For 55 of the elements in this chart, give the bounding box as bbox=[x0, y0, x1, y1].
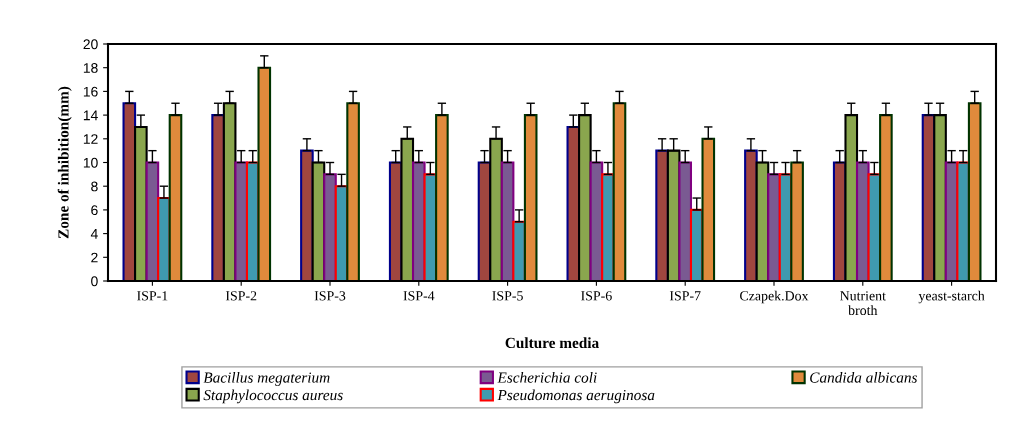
bar bbox=[157, 197, 171, 281]
x-tick-label: Czapek.Dox bbox=[740, 290, 809, 304]
x-tick-label: ISP-1 bbox=[137, 291, 168, 301]
bar bbox=[168, 114, 183, 281]
bar bbox=[612, 102, 627, 281]
y-tick-label: 0 bbox=[91, 276, 98, 287]
bar bbox=[601, 173, 615, 281]
bar bbox=[744, 149, 758, 281]
legend-label: Pseudomonas aeruginosa bbox=[497, 389, 655, 404]
x-axis-title: Culture media bbox=[505, 337, 599, 349]
bar bbox=[346, 102, 360, 281]
x-tick-label: ISP-4 bbox=[403, 291, 435, 301]
bar bbox=[234, 161, 249, 281]
bar bbox=[323, 173, 337, 281]
x-tick-label: ISP-5 bbox=[492, 291, 523, 301]
y-tick-label: 20 bbox=[83, 39, 98, 50]
bar bbox=[500, 161, 515, 281]
y-axis-title: Zone of inhibition(mm) bbox=[57, 86, 72, 239]
y-tick-label: 18 bbox=[83, 63, 98, 73]
y-tick-label: 10 bbox=[83, 157, 98, 168]
bar bbox=[411, 161, 426, 281]
bar bbox=[435, 114, 449, 281]
bar bbox=[523, 114, 538, 281]
x-tick-label: ISP-3 bbox=[314, 291, 346, 301]
bar bbox=[767, 173, 781, 281]
bar bbox=[967, 102, 982, 281]
bar bbox=[300, 149, 314, 281]
legend-label: Bacillus megaterium bbox=[203, 371, 330, 386]
x-tick-label: Nutrient broth bbox=[840, 291, 886, 316]
legend-label: Candida albicans bbox=[810, 371, 918, 383]
y-tick-label: 8 bbox=[91, 181, 98, 192]
bar bbox=[655, 149, 669, 281]
x-tick-label: yeast-starch bbox=[918, 290, 985, 304]
bar bbox=[701, 137, 716, 281]
x-tick-label: ISP-2 bbox=[225, 291, 257, 301]
legend-label: Escherichia coli bbox=[497, 371, 597, 383]
bar bbox=[566, 125, 581, 281]
bar bbox=[257, 66, 272, 281]
x-tick-label: ISP-7 bbox=[669, 291, 701, 301]
bar bbox=[956, 161, 970, 281]
y-tick-label: 2 bbox=[91, 252, 98, 263]
bar bbox=[879, 114, 893, 281]
y-tick-label: 12 bbox=[83, 134, 98, 144]
bar bbox=[678, 161, 693, 281]
bar bbox=[855, 161, 870, 281]
bar bbox=[512, 220, 526, 281]
x-tick-label: ISP-6 bbox=[581, 291, 612, 301]
bar bbox=[211, 114, 225, 281]
y-tick-label: 6 bbox=[91, 205, 98, 216]
y-tick-label: 14 bbox=[83, 110, 98, 121]
y-tick-label: 4 bbox=[90, 229, 98, 239]
bar bbox=[790, 161, 804, 281]
bar bbox=[122, 102, 137, 281]
legend-label: Staphylococcus aureus bbox=[203, 389, 343, 404]
y-tick-label: 16 bbox=[83, 86, 98, 97]
